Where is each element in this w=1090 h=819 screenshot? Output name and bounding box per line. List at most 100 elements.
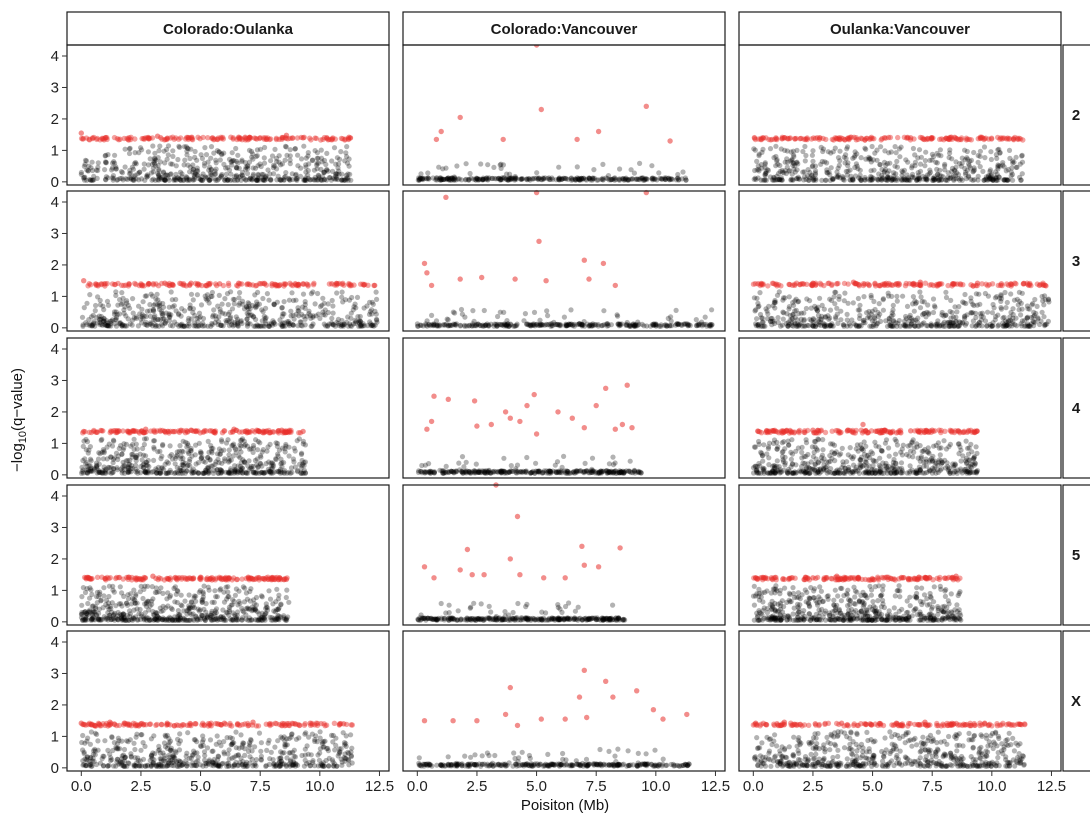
nonsig-point [232, 296, 238, 303]
nonsig-point [172, 470, 179, 476]
nonsig-point [246, 147, 253, 153]
nonsig-point [512, 175, 519, 182]
nonsig-point [336, 171, 342, 177]
sig-point [1026, 282, 1032, 289]
sig-point [266, 136, 273, 143]
sig-point [155, 283, 162, 289]
nonsig-point [366, 311, 373, 317]
nonsig-point [1008, 309, 1014, 316]
nonsig-point [791, 154, 797, 160]
nonsig-point [155, 170, 161, 177]
nonsig-point [99, 321, 105, 327]
nonsig-point [219, 152, 225, 158]
nonsig-point [335, 176, 341, 183]
nonsig-point [534, 170, 540, 176]
nonsig-point [494, 321, 500, 327]
sig-point [116, 137, 122, 143]
nonsig-point [473, 177, 479, 183]
nonsig-point [130, 166, 136, 172]
nonsig-point [218, 173, 224, 179]
nonsig-point [241, 175, 247, 181]
nonsig-point [931, 177, 937, 183]
nonsig-point [809, 152, 816, 158]
nonsig-point [639, 175, 645, 181]
sig-point [569, 415, 575, 421]
sig-point [307, 135, 313, 141]
nonsig-point [1009, 323, 1015, 329]
nonsig-point [449, 468, 455, 474]
nonsig-point [1013, 323, 1020, 329]
nonsig-point [988, 156, 995, 163]
nonsig-point [615, 321, 621, 327]
sig-point [225, 280, 232, 286]
nonsig-point [144, 308, 150, 314]
nonsig-point [315, 160, 321, 166]
nonsig-point [208, 172, 214, 178]
nonsig-point [250, 314, 257, 320]
nonsig-point [279, 305, 285, 311]
sig-point [228, 134, 234, 140]
nonsig-point [128, 170, 134, 176]
nonsig-point [563, 323, 570, 329]
nonsig-point [870, 175, 876, 181]
sig-point [612, 426, 618, 432]
nonsig-point [458, 306, 465, 313]
nonsig-point [286, 177, 293, 183]
nonsig-point [244, 304, 250, 310]
nonsig-point [800, 148, 806, 155]
nonsig-point [213, 171, 219, 177]
nonsig-point [959, 155, 965, 161]
nonsig-point [198, 322, 204, 328]
sig-point [797, 281, 803, 288]
nonsig-point [981, 144, 988, 150]
nonsig-point [95, 167, 101, 174]
nonsig-point [98, 437, 104, 443]
nonsig-point [937, 452, 943, 458]
nonsig-point [151, 438, 158, 444]
sig-point [257, 135, 263, 141]
sig-point [214, 136, 220, 142]
nonsig-point [759, 323, 766, 329]
nonsig-point [250, 463, 256, 470]
sig-point [593, 402, 599, 409]
nonsig-point [92, 323, 98, 329]
nonsig-point [286, 453, 292, 459]
nonsig-point [633, 323, 639, 329]
nonsig-point [305, 172, 311, 178]
nonsig-point [233, 467, 239, 473]
nonsig-point [128, 175, 134, 181]
sig-point [121, 135, 127, 142]
nonsig-point [165, 143, 172, 149]
nonsig-point [810, 323, 816, 329]
nonsig-point [642, 177, 648, 183]
nonsig-point [261, 177, 267, 183]
nonsig-point [154, 323, 160, 329]
sig-point [149, 135, 156, 141]
nonsig-point [874, 147, 880, 153]
nonsig-point [587, 177, 594, 183]
nonsig-point [810, 177, 816, 183]
nonsig-point [333, 171, 339, 177]
nonsig-point [892, 144, 898, 150]
nonsig-point [252, 303, 258, 309]
nonsig-point [92, 308, 98, 314]
sig-point [424, 270, 430, 276]
nonsig-point [1008, 291, 1014, 297]
nonsig-point [198, 152, 204, 158]
nonsig-point [793, 323, 799, 329]
nonsig-point [472, 177, 478, 183]
nonsig-point [95, 164, 101, 170]
nonsig-point [83, 158, 90, 164]
nonsig-point [247, 175, 253, 181]
sig-point [895, 134, 901, 141]
sig-point [334, 280, 340, 287]
nonsig-point [433, 175, 440, 181]
nonsig-point [180, 177, 186, 183]
nonsig-point [238, 173, 244, 179]
nonsig-point [958, 163, 965, 169]
nonsig-point [223, 176, 229, 182]
nonsig-point [1007, 155, 1013, 161]
nonsig-point [482, 322, 489, 328]
nonsig-point [962, 147, 968, 153]
nonsig-point [693, 317, 699, 323]
